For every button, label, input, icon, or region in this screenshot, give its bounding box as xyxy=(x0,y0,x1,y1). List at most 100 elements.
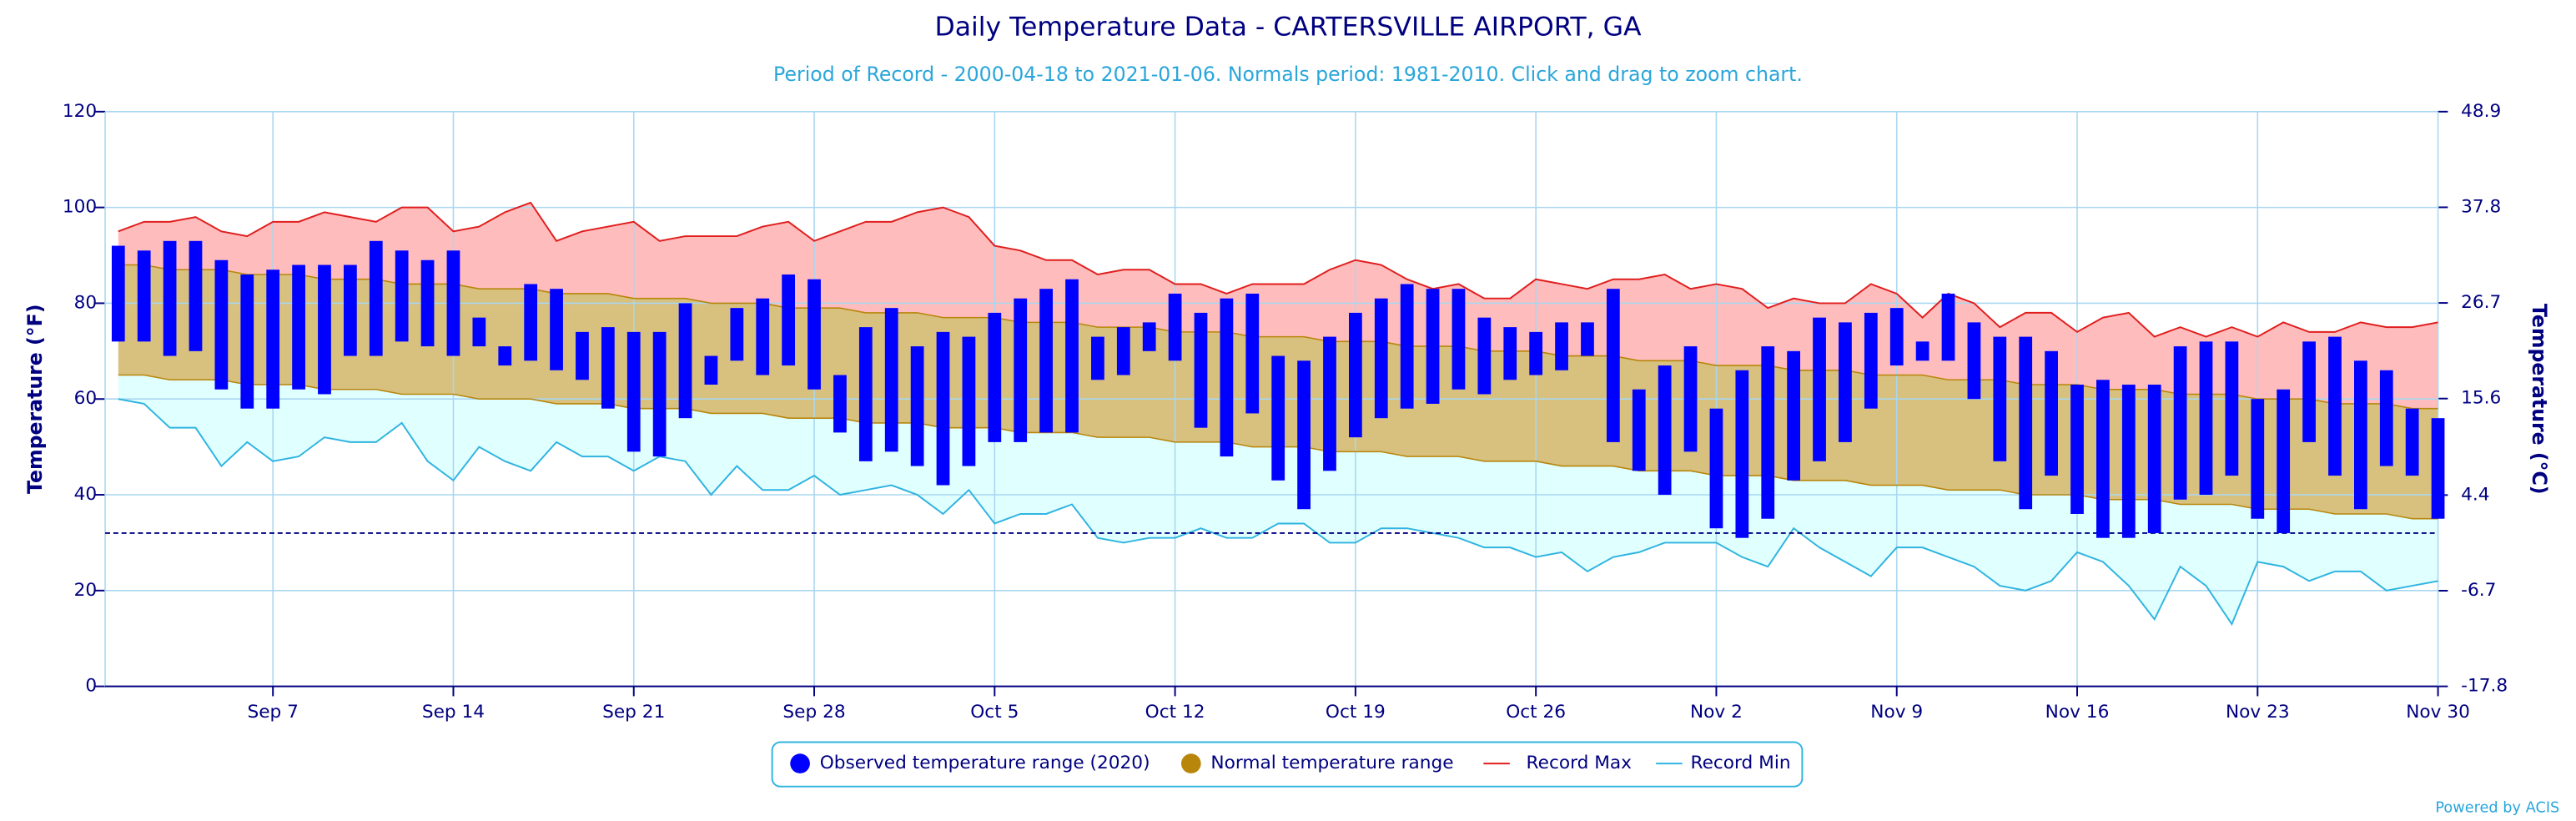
observed-bar xyxy=(576,331,589,380)
observed-bar xyxy=(1220,298,1234,457)
y-tick-label: 120 xyxy=(63,101,97,122)
observed-bar xyxy=(318,264,331,395)
observed-bar xyxy=(678,303,692,419)
observed-bar xyxy=(1503,327,1517,380)
observed-bar xyxy=(2096,380,2110,538)
x-tick-label: Sep 14 xyxy=(422,702,485,723)
legend-label[interactable]: Record Min xyxy=(1691,753,1791,773)
observed-bar xyxy=(2199,341,2213,496)
observed-bar xyxy=(936,331,950,486)
observed-bar xyxy=(1658,365,1672,496)
observed-bar xyxy=(756,298,770,375)
x-tick-label: Oct 19 xyxy=(1326,702,1386,723)
observed-bar xyxy=(189,240,203,351)
observed-bar xyxy=(214,259,229,390)
y-tick-label: 0 xyxy=(85,676,97,697)
observed-bar xyxy=(1168,293,1182,361)
observed-bar xyxy=(1116,327,1130,375)
observed-bar xyxy=(1452,289,1466,390)
observed-bar xyxy=(1709,408,1723,529)
observed-bar xyxy=(1400,284,1414,409)
observed-bar xyxy=(472,317,486,347)
y2-tick-label: -6.7 xyxy=(2461,580,2496,601)
observed-bar xyxy=(2302,341,2316,442)
observed-bar xyxy=(1529,331,1543,375)
y2-tick-label: 37.8 xyxy=(2461,196,2501,217)
observed-bar xyxy=(1091,336,1104,380)
legend-marker xyxy=(1180,753,1201,773)
y2-tick-label: 48.9 xyxy=(2461,101,2501,122)
legend-label[interactable]: Observed temperature range (2020) xyxy=(820,753,1150,773)
observed-bar xyxy=(1426,289,1440,404)
legend: Observed temperature range (2020) Normal … xyxy=(790,753,1791,773)
observed-bar xyxy=(2121,385,2136,538)
observed-bar xyxy=(626,331,641,452)
x-tick-label: Oct 5 xyxy=(970,702,1019,723)
observed-bar xyxy=(1323,336,1336,471)
observed-bar xyxy=(1683,346,1698,452)
observed-bar xyxy=(601,327,615,409)
y2-tick-label: 4.4 xyxy=(2461,484,2489,505)
observed-bar xyxy=(369,240,383,356)
x-tick-label: Nov 16 xyxy=(2045,702,2110,723)
legend-label[interactable]: Record Max xyxy=(1527,753,1633,773)
y-tick-label: 100 xyxy=(63,197,97,218)
observed-bar xyxy=(163,240,177,356)
observed-bar xyxy=(1632,389,1646,471)
observed-bar xyxy=(1374,298,1388,419)
observed-bar xyxy=(1245,293,1260,414)
observed-bar xyxy=(1606,289,1620,442)
observed-bar xyxy=(1297,360,1311,510)
observed-bar xyxy=(1142,322,1156,351)
observed-bar xyxy=(1839,322,1852,442)
observed-bar xyxy=(420,259,435,347)
x-tick-label: Nov 2 xyxy=(1690,702,1743,723)
observed-bar xyxy=(1014,298,1028,442)
observed-bar xyxy=(2379,370,2393,466)
legend-label[interactable]: Normal temperature range xyxy=(1210,753,1453,773)
observed-bar xyxy=(910,346,924,466)
observed-bar xyxy=(2431,418,2445,519)
y-tick-label: 80 xyxy=(74,292,98,313)
x-tick-label: Sep 7 xyxy=(247,702,298,723)
legend-box xyxy=(771,741,1804,788)
observed-bar xyxy=(2019,336,2033,510)
observed-bar xyxy=(962,336,976,466)
y-tick-label: 40 xyxy=(74,484,98,505)
observed-bar xyxy=(1039,289,1053,433)
observed-bar xyxy=(1194,312,1208,428)
record-max-line xyxy=(118,201,2438,338)
observed-bar xyxy=(2277,389,2291,533)
observed-bar xyxy=(550,289,563,370)
y2-tick-label: 26.7 xyxy=(2461,292,2501,313)
y-tick-label: 20 xyxy=(74,580,98,601)
observed-bar xyxy=(884,308,898,452)
observed-bar xyxy=(1915,341,1929,361)
credit[interactable]: Powered by ACIS xyxy=(2435,799,2559,816)
observed-bar xyxy=(111,245,125,342)
observed-bar xyxy=(2405,408,2419,476)
record-min-band xyxy=(118,375,2438,625)
y2-tick-label: 15.6 xyxy=(2461,388,2501,409)
observed-bar xyxy=(292,264,305,390)
x-tick-label: Nov 9 xyxy=(1870,702,1923,723)
observed-bar xyxy=(1761,346,1775,519)
observed-bar xyxy=(2251,399,2265,519)
x-tick-label: Oct 12 xyxy=(1145,702,1205,723)
observed-bar xyxy=(1813,317,1826,461)
observed-bar xyxy=(2045,350,2058,476)
observed-bar xyxy=(1967,322,1981,400)
observed-bar xyxy=(343,264,357,356)
observed-bar xyxy=(1555,322,1568,370)
y2-axis-title: Temperature (°C) xyxy=(2528,304,2551,495)
observed-bar xyxy=(2173,346,2187,500)
observed-bar xyxy=(2354,360,2367,510)
observed-bar xyxy=(2328,336,2342,476)
x-tick-label: Oct 26 xyxy=(1506,702,1566,723)
observed-bar xyxy=(1864,312,1878,409)
observed-bar xyxy=(833,375,847,433)
observed-bar xyxy=(240,274,254,409)
observed-bar xyxy=(2147,385,2161,533)
chart-title: Daily Temperature Data - CARTERSVILLE AI… xyxy=(934,12,1642,42)
